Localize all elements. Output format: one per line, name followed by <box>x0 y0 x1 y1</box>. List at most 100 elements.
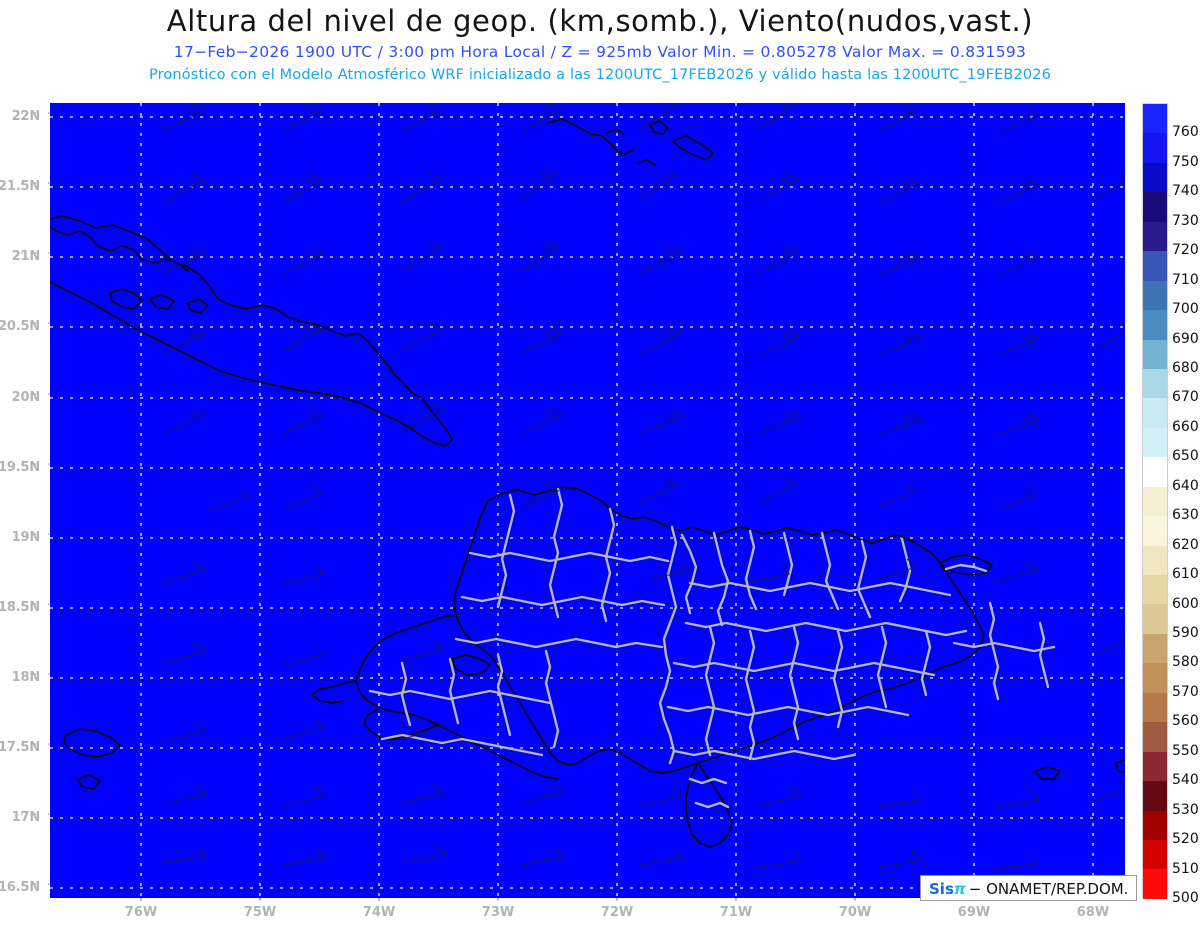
colorbar-swatch <box>1143 751 1167 782</box>
colorbar-swatch <box>1143 104 1167 134</box>
colorbar-tick-label: 630 <box>1172 507 1199 524</box>
y-tick-label: 17N <box>11 810 41 825</box>
subtitle-line-1: 17−Feb−2026 1900 UTC / 3:00 pm Hora Loca… <box>173 43 1027 61</box>
colorbar-tick-label: 710 <box>1172 271 1199 288</box>
colorbar-tick-label: 530 <box>1172 801 1199 818</box>
wind-barbs <box>164 103 1125 870</box>
colorbar-swatch <box>1143 663 1167 693</box>
x-tick-label: 68W <box>1076 905 1110 920</box>
x-tick-label: 73W <box>481 905 515 920</box>
colorbar-tick-label: 510 <box>1172 860 1199 877</box>
colorbar-tick-label: 550 <box>1172 742 1199 759</box>
y-tick-marks: · · · <box>20 528 54 543</box>
colorbar-tick-label: 750 <box>1172 153 1199 170</box>
colorbar-swatch <box>1143 692 1167 723</box>
colorbar-tick-label: 650 <box>1172 448 1199 465</box>
y-tick-marks: · · · <box>20 317 54 332</box>
gridlines <box>50 103 1125 898</box>
colorbar-swatch <box>1143 633 1167 664</box>
subtitle-line-2: Pronóstico con el Modelo Atmosférico WRF… <box>148 67 1052 83</box>
y-tick-label: 19N <box>11 530 41 545</box>
y-tick-label: 20N <box>11 390 41 405</box>
colorbar-swatch <box>1143 368 1167 399</box>
y-tick-label: 18N <box>11 670 41 685</box>
y-tick-label: 20.5N <box>0 319 40 334</box>
x-tick-mark: · <box>138 893 144 908</box>
y-tick-marks: · · · <box>20 668 54 683</box>
coastlines <box>50 118 1125 848</box>
colorbar-tick-label: 680 <box>1172 360 1199 376</box>
colorbar-swatch <box>1143 869 1167 899</box>
colorbar-swatch <box>1143 839 1167 870</box>
province-borders <box>368 487 1056 809</box>
colorbar-tick-label: 610 <box>1172 566 1199 583</box>
x-tick-label: 70W <box>838 905 872 920</box>
y-tick-marks: · · · <box>20 388 54 403</box>
y-tick-marks: · · · <box>20 247 54 262</box>
map-svg <box>50 103 1125 898</box>
geopotential-shading <box>50 103 1125 898</box>
colorbar-swatch <box>1143 280 1167 311</box>
logo-agency-text: − ONAMET/REP.DOM. <box>968 879 1129 898</box>
x-tick-mark: · <box>257 893 263 908</box>
x-tick-mark: · <box>495 893 501 908</box>
colorbar-swatch <box>1143 810 1167 840</box>
x-tick-label: 72W <box>600 905 634 920</box>
colorbar-swatch <box>1143 251 1167 281</box>
y-tick-marks: · · · <box>20 878 54 893</box>
colorbar-tick-label: 590 <box>1172 625 1199 641</box>
y-tick-label: 17.5N <box>0 740 40 755</box>
logo-sis-text: Sis <box>929 879 954 898</box>
colorbar-tick-label: 580 <box>1172 654 1199 671</box>
colorbar-swatch <box>1143 545 1167 575</box>
x-tick-mark: · <box>614 893 620 908</box>
x-tick-label: 75W <box>243 905 277 920</box>
colorbar-tick-label: 540 <box>1172 772 1199 789</box>
y-tick-label: 18.5N <box>0 600 40 615</box>
x-tick-label: 76W <box>124 905 158 920</box>
y-tick-marks: · · · <box>20 808 54 823</box>
x-tick-mark: · <box>852 893 858 908</box>
colorbar-swatch <box>1143 604 1167 634</box>
x-tick-mark: · <box>376 893 382 908</box>
y-tick-label: 21N <box>11 249 41 264</box>
colorbar-tick-label: 560 <box>1172 713 1199 730</box>
page-title: Altura del nivel de geop. (km,somb.), Vi… <box>166 4 1034 38</box>
colorbar-swatch <box>1143 221 1167 252</box>
colorbar-tick-label: 500 <box>1172 890 1199 906</box>
colorbar-tick-label: 600 <box>1172 595 1199 612</box>
y-tick-label: 21.5N <box>0 179 40 194</box>
colorbar-swatch <box>1143 339 1167 369</box>
colorbar-tick-label: 660 <box>1172 418 1199 435</box>
colorbar-swatch <box>1143 398 1167 428</box>
colorbar-swatch <box>1143 133 1167 163</box>
chart-header: Altura del nivel de geop. (km,somb.), Vi… <box>0 0 1200 95</box>
x-tick-label: 69W <box>957 905 991 920</box>
x-tick-label: 71W <box>719 905 753 920</box>
y-tick-marks: · · · <box>20 458 54 473</box>
map-plot-area[interactable] <box>50 103 1125 898</box>
y-tick-marks: · · · <box>20 738 54 753</box>
colorbar-swatch <box>1143 516 1167 546</box>
y-tick-marks: · · · <box>20 598 54 613</box>
colorbar-tick-label: 570 <box>1172 683 1199 700</box>
colorbar-tick-label: 740 <box>1172 183 1199 200</box>
colorbar-tick-label: 520 <box>1172 831 1199 848</box>
logo-pi-icon: π <box>953 879 966 898</box>
y-tick-label: 19.5N <box>0 460 40 475</box>
colorbar-tick-label: 730 <box>1172 212 1199 229</box>
colorbar[interactable] <box>1142 103 1168 899</box>
x-tick-label: 74W <box>362 905 396 920</box>
colorbar-tick-label: 760 <box>1172 124 1199 141</box>
colorbar-swatch <box>1143 192 1167 222</box>
y-tick-label: 22N <box>11 109 41 124</box>
colorbar-tick-label: 640 <box>1172 477 1199 494</box>
colorbar-tick-label: 620 <box>1172 536 1199 553</box>
colorbar-swatch <box>1143 486 1167 517</box>
colorbar-tick-label: 720 <box>1172 242 1199 259</box>
colorbar-swatch <box>1143 722 1167 752</box>
colorbar-tick-label: 700 <box>1172 301 1199 318</box>
colorbar-swatch <box>1143 457 1167 487</box>
colorbar-swatch <box>1143 310 1167 340</box>
x-tick-mark: · <box>733 893 739 908</box>
